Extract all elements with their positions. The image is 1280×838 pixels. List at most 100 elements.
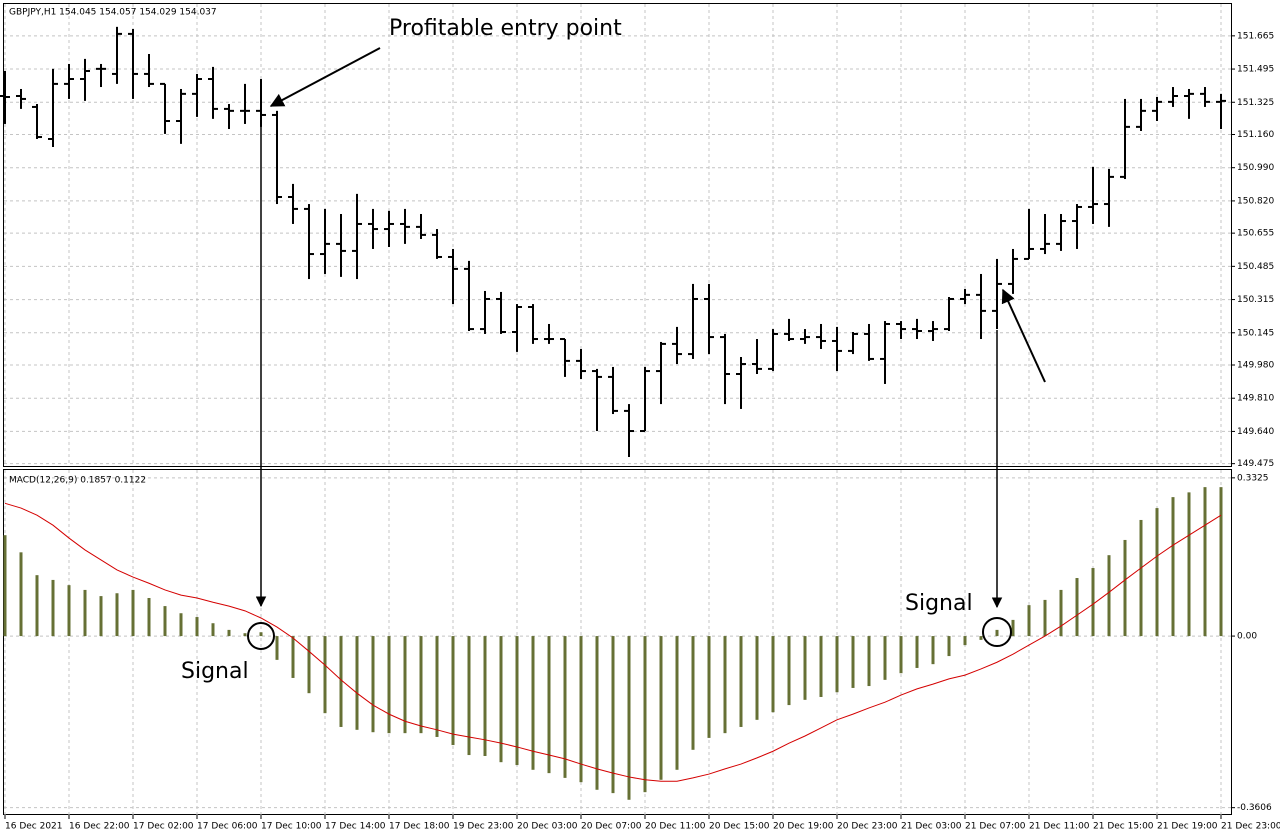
y-tick-label: 149.810 — [1237, 394, 1274, 404]
x-tick-label: 17 Dec 02:00 — [133, 822, 194, 832]
histogram-bar — [227, 629, 231, 637]
plot-area: 151.665 151.495 151.325 151.160 150.990 150.8… — [0, 4, 1280, 832]
histogram-bar — [1059, 589, 1063, 637]
histogram-bar — [1139, 519, 1143, 637]
histogram-bar — [371, 636, 375, 733]
histogram-bar — [147, 598, 151, 637]
histogram-bar — [723, 636, 727, 734]
x-tick-label: 21 Dec 23:00 — [1221, 822, 1280, 832]
x-tick-label: 20 Dec 23:00 — [837, 822, 898, 832]
histogram-bar — [643, 636, 647, 793]
histogram-bar — [451, 636, 455, 746]
histogram-bar — [787, 636, 791, 706]
histogram-bar — [819, 636, 823, 697]
x-tick-label: 20 Dec 19:00 — [773, 822, 834, 832]
y-tick-label: 150.485 — [1237, 262, 1274, 272]
y-tick-label: 150.820 — [1237, 196, 1274, 206]
y-tick-label: 151.495 — [1237, 65, 1274, 75]
histogram-bar — [243, 633, 247, 637]
histogram-bar — [771, 636, 775, 713]
histogram-bar — [1043, 599, 1047, 637]
histogram-bar — [35, 575, 39, 637]
histogram-bar — [739, 636, 743, 727]
x-tick-label: 17 Dec 10:00 — [261, 822, 322, 832]
y-tick-label: 151.160 — [1237, 130, 1274, 140]
histogram-bar — [563, 636, 567, 778]
y-tick-label: 151.325 — [1237, 98, 1274, 108]
histogram-bar — [963, 636, 967, 646]
y-tick-label: 149.980 — [1237, 361, 1274, 371]
macd-panel — [3, 469, 1232, 815]
x-tick-label: 17 Dec 14:00 — [325, 822, 386, 832]
histogram-bar — [947, 636, 951, 657]
price-title: GBPJPY,H1 154.045 154.057 154.029 154.03… — [9, 8, 217, 18]
histogram-bar — [755, 636, 759, 720]
y-tick-label: 150.655 — [1237, 229, 1274, 239]
histogram-bar — [1107, 555, 1111, 637]
annotation: Signal — [181, 659, 249, 684]
x-tick-label: 21 Dec 07:00 — [965, 822, 1026, 832]
histogram-bar — [899, 636, 903, 674]
x-tick-label: 17 Dec 18:00 — [389, 822, 450, 832]
x-tick-label: 21 Dec 19:00 — [1157, 822, 1218, 832]
y-tick-label: 151.665 — [1237, 31, 1274, 41]
histogram-bar — [915, 636, 919, 668]
signal-circle — [982, 617, 1012, 647]
histogram-bar — [51, 579, 55, 637]
arrow — [269, 47, 381, 107]
histogram-bar — [659, 636, 663, 780]
arrow — [1001, 288, 1046, 383]
histogram-bar — [867, 636, 871, 687]
histogram-bar — [467, 636, 471, 756]
y-tick-label: 0.3325 — [1237, 473, 1269, 483]
histogram-bar — [19, 552, 23, 637]
histogram-bar — [483, 636, 487, 756]
x-tick-label: 17 Dec 06:00 — [197, 822, 258, 832]
x-tick-label: 19 Dec 23:00 — [453, 822, 514, 832]
histogram-bar — [387, 636, 391, 734]
y-tick-label: 149.475 — [1237, 459, 1274, 469]
histogram-bar — [1123, 539, 1127, 637]
histogram-bar — [499, 636, 503, 763]
x-tick-label: 21 Dec 11:00 — [1029, 822, 1090, 832]
y-tick-label: 150.145 — [1237, 328, 1274, 338]
histogram-bar — [1203, 487, 1207, 637]
histogram-bar — [179, 613, 183, 637]
histogram-bar — [211, 623, 215, 637]
histogram-bar — [1027, 605, 1031, 637]
annotation: Signal — [905, 591, 973, 616]
y-tick-label: 150.315 — [1237, 295, 1274, 305]
histogram-bar — [339, 636, 343, 727]
x-tick-label: 21 Dec 03:00 — [901, 822, 962, 832]
histogram-bar — [515, 636, 519, 766]
y-tick-label: -0.3606 — [1237, 803, 1272, 813]
histogram-bar — [115, 593, 119, 637]
histogram-bar — [83, 589, 87, 637]
histogram-bar — [131, 589, 135, 637]
histogram-bar — [99, 596, 103, 637]
x-tick-label: 20 Dec 03:00 — [517, 822, 578, 832]
histogram-bar — [259, 632, 263, 637]
histogram-bar — [883, 636, 887, 680]
histogram-bar — [3, 535, 7, 637]
x-tick-label: 16 Dec 22:00 — [69, 822, 130, 832]
histogram-bar — [323, 636, 327, 714]
macd-title: MACD(12,26,9) 0.1857 0.1122 — [9, 476, 146, 486]
histogram-bar — [835, 636, 839, 693]
histogram-bar — [435, 636, 439, 737]
histogram-bar — [1187, 492, 1191, 637]
histogram-bar — [275, 636, 279, 660]
histogram-bar — [979, 636, 983, 640]
y-tick-label: 149.640 — [1237, 427, 1274, 437]
x-tick-label: 21 Dec 15:00 — [1093, 822, 1154, 832]
histogram-bar — [163, 606, 167, 637]
histogram-bar — [611, 636, 615, 794]
histogram-bar — [691, 636, 695, 750]
x-tick-label: 20 Dec 15:00 — [709, 822, 770, 832]
histogram-bar — [707, 636, 711, 738]
signal-line — [4, 502, 1222, 782]
histogram-bar — [67, 585, 71, 637]
histogram-bar — [1155, 508, 1159, 637]
